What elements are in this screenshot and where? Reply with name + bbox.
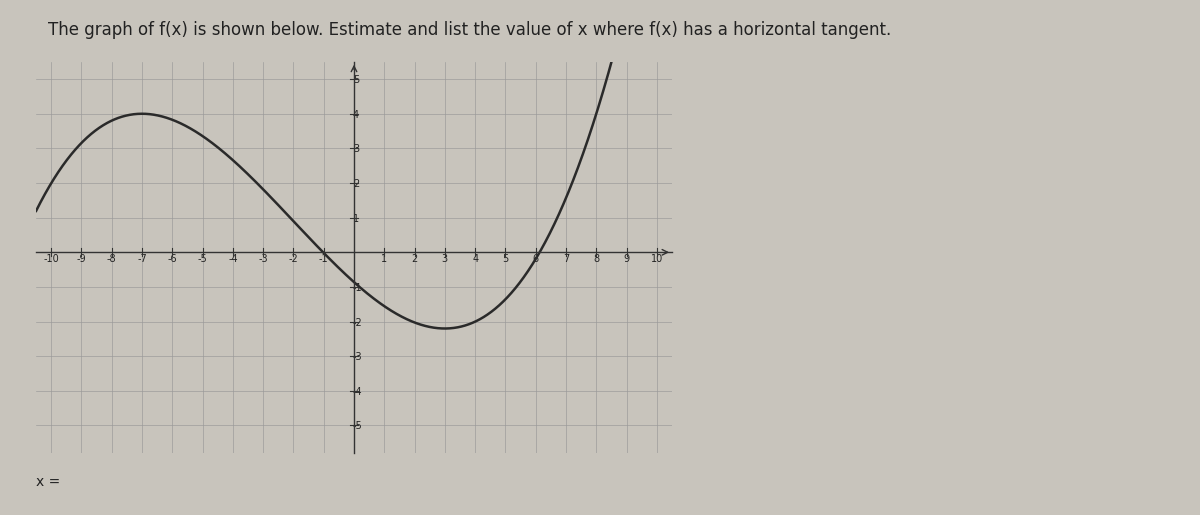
- Text: The graph of f(x) is shown below. Estimate and list the value of x where f(x) ha: The graph of f(x) is shown below. Estima…: [48, 21, 892, 39]
- Text: x =: x =: [36, 475, 60, 489]
